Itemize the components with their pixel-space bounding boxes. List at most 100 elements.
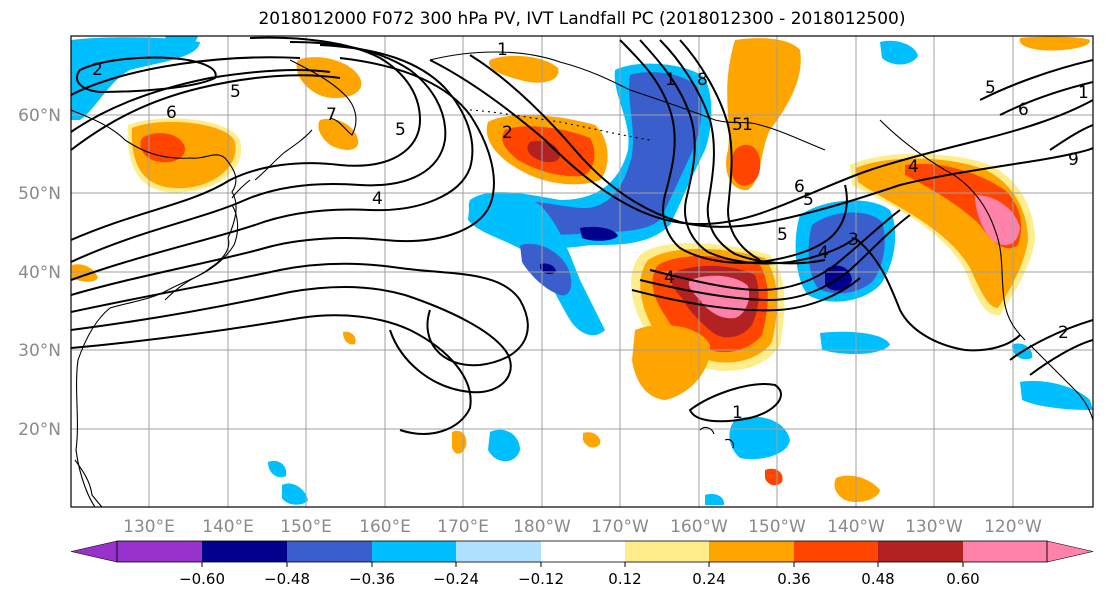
anomaly-north-small	[489, 55, 559, 83]
pv-contour-north2	[71, 69, 331, 133]
anomaly-east-small	[834, 475, 880, 502]
colorbar-label: −0.24	[433, 570, 479, 588]
pv-contour-4	[71, 57, 495, 296]
lat-tick: 20°N	[18, 420, 61, 440]
contour-label: 1	[665, 70, 676, 90]
pv-contour-trough1	[619, 39, 848, 264]
pv-contour-arctic1	[979, 59, 1093, 101]
colorbar-label: 0.48	[861, 570, 894, 588]
coast-aleutians	[469, 109, 651, 141]
contour-label: 5	[777, 225, 788, 245]
colorbar-bin	[878, 541, 963, 562]
contour-label: 6	[794, 177, 805, 197]
lat-tick: 60°N	[18, 106, 61, 126]
pv-contour-trough4	[679, 39, 761, 261]
contour-label: 1	[732, 403, 743, 423]
colorbar-bin	[541, 541, 625, 562]
colorbar-extend-high	[1046, 540, 1094, 563]
coast-mexico	[1029, 344, 1093, 421]
contour-labels: 2 6 5 7 1 4 5 2 1 8 5 1 6 5 5 4 3 4 1 5 …	[92, 40, 1089, 423]
colorbar-bin	[709, 541, 794, 562]
anomaly-small-mid	[343, 331, 356, 345]
pv-contour-south-loop	[688, 383, 782, 423]
contour-label: 2	[92, 60, 103, 80]
pv-contour-east1	[854, 237, 1021, 352]
contour-label: 4	[664, 268, 675, 288]
anomaly-south-tail	[632, 325, 711, 400]
anomaly-okhotsk	[296, 57, 362, 99]
pv-contour-trough3	[659, 39, 826, 265]
anomaly-neg-right-coast	[1020, 380, 1093, 410]
pv-contour-1	[71, 36, 422, 241]
pv-contour-arctic3	[1049, 124, 1093, 151]
anomaly-neg-gulf-left-dark	[540, 263, 556, 275]
colorbar-label: 0.24	[692, 570, 725, 588]
lat-tick: 50°N	[18, 184, 61, 204]
lat-tick-labels: 60°N 50°N 40°N 30°N 20°N	[18, 106, 61, 440]
contour-label: 1	[497, 40, 508, 60]
coast-hawaii	[699, 426, 734, 449]
coastlines	[71, 51, 1093, 507]
pv-contour-north3	[71, 56, 301, 96]
pv-contour-jetcore3	[631, 277, 861, 312]
graticule	[71, 36, 1093, 507]
contour-label: 5	[230, 82, 241, 102]
colorbar-bin	[456, 541, 541, 562]
anomaly-neg-gulf-left	[468, 192, 605, 336]
colorbar-label: −0.60	[179, 570, 225, 588]
lat-tick: 40°N	[18, 263, 61, 283]
pv-contour-north1	[71, 74, 341, 151]
anomaly-neg-gulf-dark	[580, 226, 618, 241]
pv-contour-arctic2	[999, 81, 1093, 116]
colorbar-bin	[287, 541, 372, 562]
anomaly-subtropical-jet-pink	[688, 275, 750, 319]
colorbar-frame	[116, 540, 1048, 563]
pv-contour-7	[71, 314, 472, 435]
anomaly-neg-arctic	[880, 40, 918, 65]
contour-label: 8	[697, 70, 708, 90]
lat-tick: 30°N	[18, 341, 61, 361]
contour-label: 4	[372, 189, 383, 209]
lon-tick: 150°E	[280, 517, 332, 537]
pv-contour-east2	[1009, 319, 1093, 361]
anomaly-neg-gulf-mid	[498, 72, 702, 235]
anomaly-neg-south	[729, 416, 790, 460]
contour-label: 6	[1018, 100, 1029, 120]
colorbar-label: −0.12	[518, 570, 564, 588]
anomaly-west-coast-pink	[975, 195, 1020, 246]
anomaly-alaska-strip-core	[730, 144, 761, 186]
lon-tick: 160°W	[670, 517, 728, 537]
map-title: 2018012000 F072 300 hPa PV, IVT Landfall…	[258, 9, 906, 29]
colorbar-label: 0.12	[608, 570, 641, 588]
lon-tick-labels: 130°E 140°E 150°E 160°E 170°E 180°W 170°…	[123, 517, 1042, 537]
lon-tick: 140°E	[202, 517, 254, 537]
coast-alaska	[429, 51, 826, 151]
anomaly-neg-left-small2	[268, 460, 287, 478]
contour-label: 2	[1058, 323, 1069, 343]
colorbar-bin	[963, 541, 1047, 562]
colorbar-label: −0.36	[349, 570, 395, 588]
pv-contours	[71, 36, 1093, 435]
anomaly-neg-east-small	[705, 494, 725, 505]
anomaly-neg-mid-left	[488, 429, 520, 462]
lon-tick: 140°W	[827, 517, 885, 537]
contour-label: 5	[985, 78, 996, 98]
map-frame	[70, 35, 1094, 508]
contour-label: 2	[502, 123, 513, 143]
colorbar-extend-low	[70, 540, 118, 563]
colorbar: −0.60 −0.48 −0.36 −0.24 −0.12 0.12 0.24 …	[70, 540, 1094, 588]
contour-label: 5	[395, 120, 406, 140]
coast-canada	[879, 119, 1026, 341]
pv-contour-east3	[1029, 339, 1093, 376]
anomaly-neg-southeast	[820, 331, 890, 355]
pv-contour-6	[71, 286, 512, 394]
contour-label: 4	[818, 243, 829, 263]
contour-label: 7	[326, 105, 337, 125]
lon-tick: 170°E	[437, 517, 489, 537]
anomaly-neg-top-left	[165, 36, 198, 48]
colorbar-label: 0.36	[777, 570, 810, 588]
anomaly-aleut-small	[318, 118, 359, 150]
contour-label: 5	[803, 190, 814, 210]
lon-tick: 150°W	[748, 517, 806, 537]
